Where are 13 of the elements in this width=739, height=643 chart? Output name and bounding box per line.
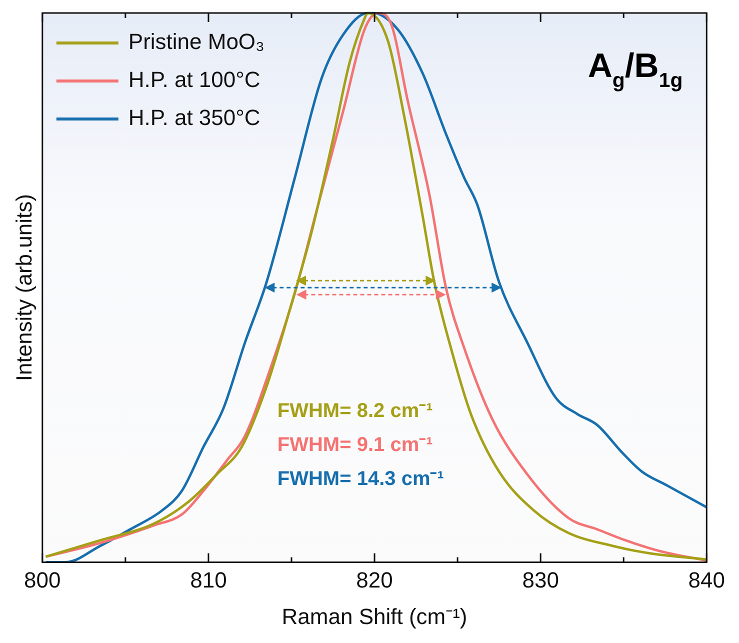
legend-label: Pristine MoO₃ (128, 29, 265, 54)
x-tick-label: 810 (190, 567, 227, 592)
x-axis-title: Raman Shift (cm⁻¹) (282, 604, 468, 629)
y-axis-title: Intensity (arb.units) (11, 194, 36, 382)
annotation: FWHM= 8.2 cm⁻¹ (277, 400, 434, 422)
x-tick-label: 820 (356, 567, 393, 592)
annotation: FWHM= 14.3 cm⁻¹ (277, 468, 444, 490)
x-tick-label: 800 (24, 567, 61, 592)
x-tick-label: 830 (522, 567, 559, 592)
x-tick-label: 840 (688, 567, 726, 592)
legend-label: H.P. at 100°C (128, 67, 260, 92)
annotation: FWHM= 9.1 cm⁻¹ (277, 434, 434, 456)
legend-label: H.P. at 350°C (128, 105, 260, 130)
